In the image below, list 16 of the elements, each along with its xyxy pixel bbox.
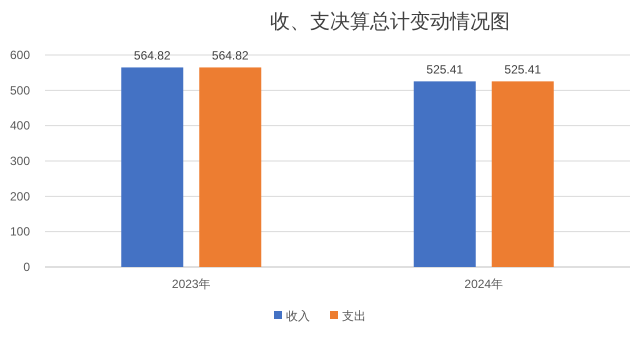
data-label: 564.82 (134, 48, 171, 62)
y-tick-label: 500 (10, 83, 30, 98)
y-tick-label: 300 (10, 154, 30, 168)
y-tick-label: 200 (10, 189, 30, 204)
y-tick-label: 600 (10, 48, 30, 62)
y-tick-label: 0 (23, 260, 30, 274)
data-label: 525.41 (504, 62, 542, 76)
y-tick-label: 100 (10, 224, 30, 239)
data-label: 564.82 (212, 48, 249, 62)
x-tick-label: 2023年 (172, 277, 211, 291)
legend-label: 支出 (342, 309, 366, 323)
y-tick-label: 400 (10, 118, 30, 133)
data-label: 525.41 (426, 62, 464, 76)
x-tick-label: 2024年 (464, 277, 504, 291)
legend-label: 收入 (286, 309, 310, 323)
title: 收、支决算总计变动情况图 (270, 9, 510, 33)
